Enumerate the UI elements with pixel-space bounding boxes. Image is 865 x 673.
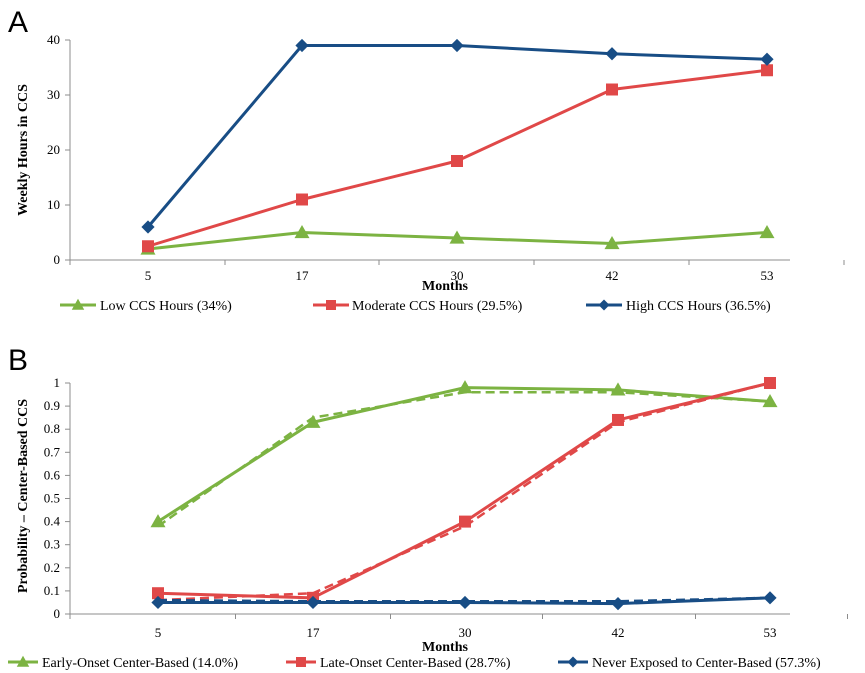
- data-point: [449, 230, 465, 244]
- y-tick-label: 0.9: [44, 398, 60, 413]
- x-tick-label: 5: [155, 625, 162, 640]
- y-tick-label: 30: [47, 87, 60, 102]
- data-point: [759, 225, 775, 239]
- data-point: [761, 64, 773, 77]
- data-point: [451, 155, 463, 167]
- legend-marker: [71, 298, 85, 310]
- y-tick-label: 0: [54, 606, 61, 621]
- data-point: [141, 220, 155, 234]
- data-point: [612, 413, 624, 426]
- data-point: [604, 236, 620, 250]
- series-fitted-line: [157, 381, 771, 602]
- data-point: [458, 595, 472, 610]
- legend-marker: [16, 655, 30, 667]
- chart-panel-a: A 0 10 20 30 40 5 17 30 42 53 Months Weekly Hours in…: [8, 6, 845, 314]
- data-point: [305, 414, 321, 428]
- y-tick-label: 0.3: [44, 537, 60, 552]
- y-tick-label: 0.7: [44, 444, 61, 459]
- data-point: [142, 240, 154, 253]
- data-point: [150, 514, 166, 528]
- legend-entry: Low CCS Hours (34%): [60, 298, 232, 314]
- legend-marker: [567, 656, 579, 668]
- data-point: [294, 225, 310, 239]
- legend-marker: [326, 300, 336, 310]
- x-tick-label: 17: [307, 625, 321, 640]
- y-tick-label: 0.8: [44, 421, 60, 436]
- series-line: [146, 44, 768, 228]
- x-tick-label: 30: [451, 268, 464, 283]
- y-tick-label: 0: [54, 252, 61, 267]
- legend-label: High CCS Hours (36.5%): [626, 299, 771, 314]
- y-axis-title: Weekly Hours in CCS: [16, 84, 31, 216]
- data-point: [606, 83, 618, 96]
- legend-marker: [598, 299, 610, 311]
- x-axis-title: Months: [422, 640, 468, 655]
- data-point: [450, 38, 464, 53]
- series-2: [152, 377, 776, 604]
- series-2: [142, 64, 773, 253]
- legend-entry: Late-Onset Center-Based (28.7%): [286, 656, 511, 671]
- legend-entry: Never Exposed to Center-Based (57.3%): [558, 656, 821, 671]
- y-tick-label: 0.6: [44, 467, 61, 482]
- panel-letter: A: [8, 6, 28, 39]
- y-tick-label: 10: [47, 197, 60, 212]
- data-point: [760, 52, 774, 66]
- legend-label: Late-Onset Center-Based (28.7%): [320, 656, 511, 671]
- data-point: [296, 193, 308, 206]
- data-point: [306, 595, 320, 610]
- data-point: [611, 597, 625, 611]
- x-tick-label: 53: [764, 625, 777, 640]
- data-point: [459, 515, 471, 528]
- y-tick-label: 0.2: [44, 560, 60, 575]
- data-point: [763, 591, 777, 605]
- data-point: [151, 595, 165, 610]
- y-tick-label: 20: [47, 142, 60, 157]
- x-tick-label: 5: [145, 268, 152, 283]
- panel-letter: B: [8, 344, 28, 377]
- series-1: [140, 225, 775, 255]
- y-tick-label: 0.5: [44, 491, 60, 506]
- legend-marker: [296, 657, 306, 667]
- series-3: [141, 38, 774, 234]
- legend-label: Never Exposed to Center-Based (57.3%): [592, 656, 821, 671]
- y-tick-label: 0.1: [44, 583, 60, 598]
- series-1: [150, 380, 778, 528]
- data-point: [605, 47, 619, 61]
- y-axis-title: Probability – Center-Based CCS: [16, 399, 31, 593]
- series-line: [157, 381, 771, 600]
- y-tick-label: 1: [54, 375, 61, 390]
- legend-label: Early-Onset Center-Based (14.0%): [42, 656, 238, 671]
- legend-entry: Moderate CCS Hours (29.5%): [313, 299, 523, 314]
- legend-label: Moderate CCS Hours (29.5%): [352, 299, 523, 314]
- series-fitted-line: [157, 390, 771, 528]
- x-axis-title: Months: [422, 279, 468, 294]
- x-tick-label: 42: [612, 625, 625, 640]
- data-point: [764, 377, 776, 389]
- data-point: [295, 38, 309, 53]
- y-tick-label: 40: [47, 32, 60, 47]
- data-point: [762, 393, 778, 408]
- legend-entry: High CCS Hours (36.5%): [586, 299, 771, 314]
- series-fitted-line: [157, 596, 771, 603]
- legend-label: Low CCS Hours (34%): [100, 299, 232, 314]
- y-tick-label: 0.4: [44, 514, 61, 529]
- x-tick-label: 42: [606, 268, 619, 283]
- data-point: [610, 382, 626, 396]
- x-tick-label: 53: [761, 268, 774, 283]
- x-tick-label: 30: [459, 625, 472, 640]
- series-3: [151, 591, 777, 611]
- x-tick-label: 17: [296, 268, 310, 283]
- legend-entry: Early-Onset Center-Based (14.0%): [8, 655, 238, 671]
- data-point: [457, 380, 473, 394]
- chart-panel-b: B 0 0.1 0.2 0.3 0.4 0.5 0.6 0.7 0.8 0.9 1 5 17 30 42 53 M…: [8, 344, 848, 671]
- data-point: [152, 587, 164, 600]
